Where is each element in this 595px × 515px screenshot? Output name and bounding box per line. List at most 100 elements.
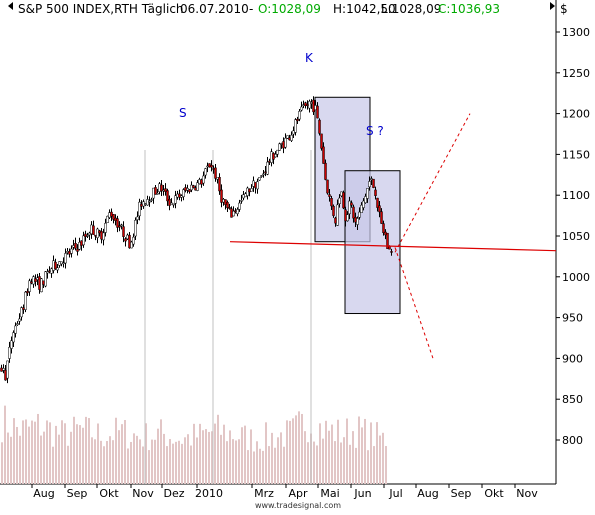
candle-body [172,203,175,206]
y-tick-label: 950 [562,312,583,325]
volume-bar [46,420,48,484]
candle-body [40,278,43,293]
volume-bar [265,422,267,484]
candle-body [320,133,323,149]
candle-body [358,211,361,218]
scroll-left-icon[interactable] [8,2,13,10]
volume-bar [172,443,174,484]
candle-body [180,195,183,198]
volume-bar [319,423,321,484]
volume-bar [211,431,213,484]
candle-body [390,251,393,253]
candle-body [94,234,97,237]
y-tick-label: 900 [562,352,583,365]
volume-bar [175,441,177,484]
candle-body [384,231,387,236]
candle-body [112,214,115,220]
candle-body [206,165,209,168]
candle-body [304,102,307,107]
candle-body [300,106,303,111]
volume-bar [217,414,219,484]
candle-body [122,226,125,237]
volume-bar [127,448,129,484]
volume-bar [82,427,84,484]
candle-body [150,199,153,201]
candle-body [196,182,199,191]
pattern-boxes [314,96,401,315]
candle-body [176,193,179,198]
x-tick-label: Okt [99,487,119,500]
candle-body [52,260,55,271]
candle-body [346,214,349,222]
candle-body [30,281,33,284]
candle-body [388,246,391,250]
candle-body [14,325,17,334]
x-tick-label: Nov [516,487,538,500]
volume-bar [367,450,369,484]
candle-body [104,222,107,233]
candle-body [372,178,375,188]
candle-body [108,212,111,218]
candle-body [22,307,25,310]
volume-bar [115,417,117,484]
scroll-right-icon[interactable] [550,2,555,10]
candle-body [288,137,291,141]
candle-body [10,340,13,349]
candle-body [194,187,197,191]
candle-body [130,241,133,249]
x-tick-label: Aug [33,487,54,500]
volume-bar [28,426,30,484]
x-axis-ticks: Aug Sep Okt Nov Dez 2010 Mrz Apr Mai Jun Jul Aug Sep… [31,484,538,500]
volume-bar [37,413,39,484]
annotation-head: K [305,51,314,65]
candle-body [244,193,247,198]
y-tick-label: 1250 [562,67,590,80]
candle-body [186,188,189,191]
volume-bar [103,446,105,484]
candle-body [46,271,49,274]
candle-body [154,187,157,195]
candle-body [142,201,145,207]
volume-bar [73,416,75,484]
volume-bar [94,439,96,484]
candle-body [310,102,313,104]
volume-bar [61,420,63,484]
candle-body [160,184,163,192]
x-tick-label: Mai [320,487,339,500]
candle-body [102,232,105,241]
volume-bar [169,439,171,484]
volume-bar [244,425,246,484]
candle-body [96,228,99,238]
candle-body [42,280,45,285]
projection-line [394,247,434,359]
candle-body [220,189,223,203]
candle-body [274,153,277,158]
x-tick-label: Mrz [254,487,274,500]
volume-bar [25,419,27,484]
candle-body [272,153,275,160]
y-tick-label: 1150 [562,148,590,161]
candle-body [322,146,325,164]
candle-body [72,245,75,248]
candle-body [16,323,19,326]
candle-body [386,232,389,249]
volume-bar [118,430,120,484]
candle-body [338,197,341,204]
x-tick-label: Jul [388,487,402,500]
volume-bar [187,434,189,484]
volume-bar [355,447,357,484]
volume-bar [139,439,141,484]
candle-body [118,225,121,228]
candle-body [266,161,269,175]
volume-bar [331,424,333,484]
annotation-left-shoulder: S [179,106,187,120]
candle-body [152,187,155,199]
candle-body [20,307,23,318]
y-tick-label: 1050 [562,230,590,243]
candle-body [148,200,151,203]
candle-body [80,240,83,246]
candle-body [378,205,381,213]
volume-bar [124,420,126,484]
